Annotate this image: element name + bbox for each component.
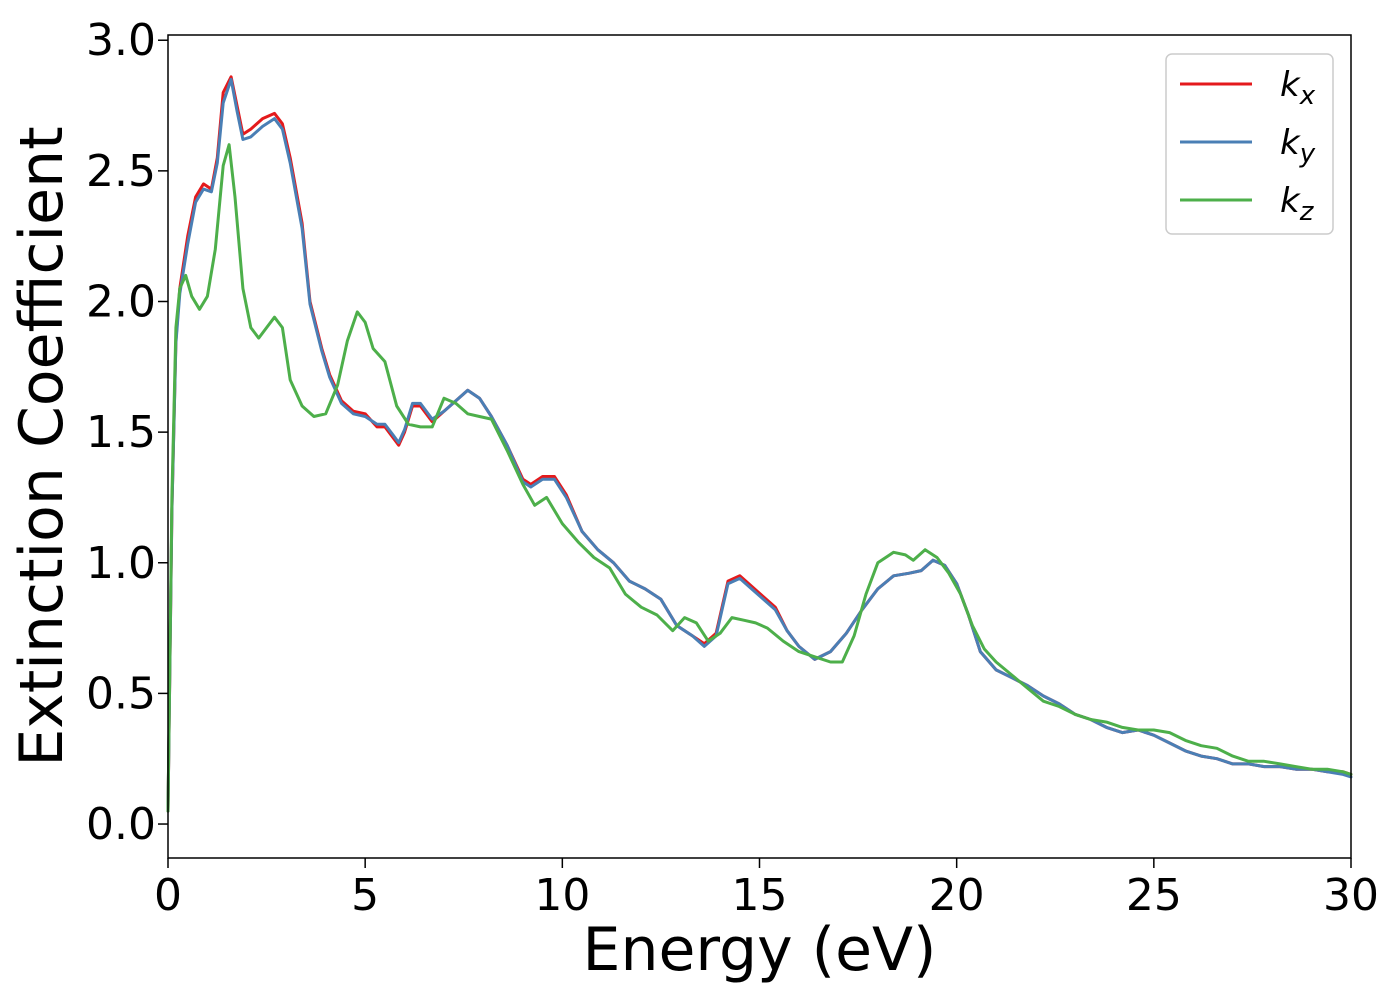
legend-frame — [1165, 53, 1334, 235]
y-tick-label: 2.0 — [86, 276, 156, 327]
legend-label-x: kx — [1280, 65, 1316, 111]
y-tick-label: 1.0 — [86, 538, 156, 589]
y-axis: 0.0 0.5 1.0 1.5 2.0 2.5 3.0 — [86, 15, 168, 850]
y-tick-label: 0.5 — [86, 668, 156, 719]
series-layer — [166, 75, 1353, 813]
x-tick-label: 10 — [534, 870, 590, 921]
legend-items: kx ky kz — [1180, 65, 1316, 227]
x-tick-label: 5 — [351, 870, 379, 921]
x-axis-title: Energy (eV) — [583, 915, 937, 985]
x-tick-label: 25 — [1126, 870, 1182, 921]
x-axis: 0 5 10 15 20 25 30 — [154, 858, 1379, 921]
series-line-z — [166, 143, 1353, 813]
legend-label-z: kz — [1280, 181, 1315, 227]
y-tick-label: 2.5 — [86, 146, 156, 197]
legend: kx ky kz — [1165, 53, 1334, 235]
y-tick-label: 3.0 — [86, 15, 156, 66]
y-tick-label: 1.5 — [86, 407, 156, 458]
series-line-y — [166, 77, 1353, 813]
x-tick-label: 20 — [929, 870, 985, 921]
legend-label-y: ky — [1280, 123, 1316, 169]
x-tick-label: 15 — [732, 870, 788, 921]
y-axis-title: Extinction Coefficient — [7, 126, 77, 766]
x-tick-label: 0 — [154, 870, 182, 921]
y-tick-label: 0.0 — [86, 799, 156, 850]
x-tick-label: 30 — [1323, 870, 1379, 921]
